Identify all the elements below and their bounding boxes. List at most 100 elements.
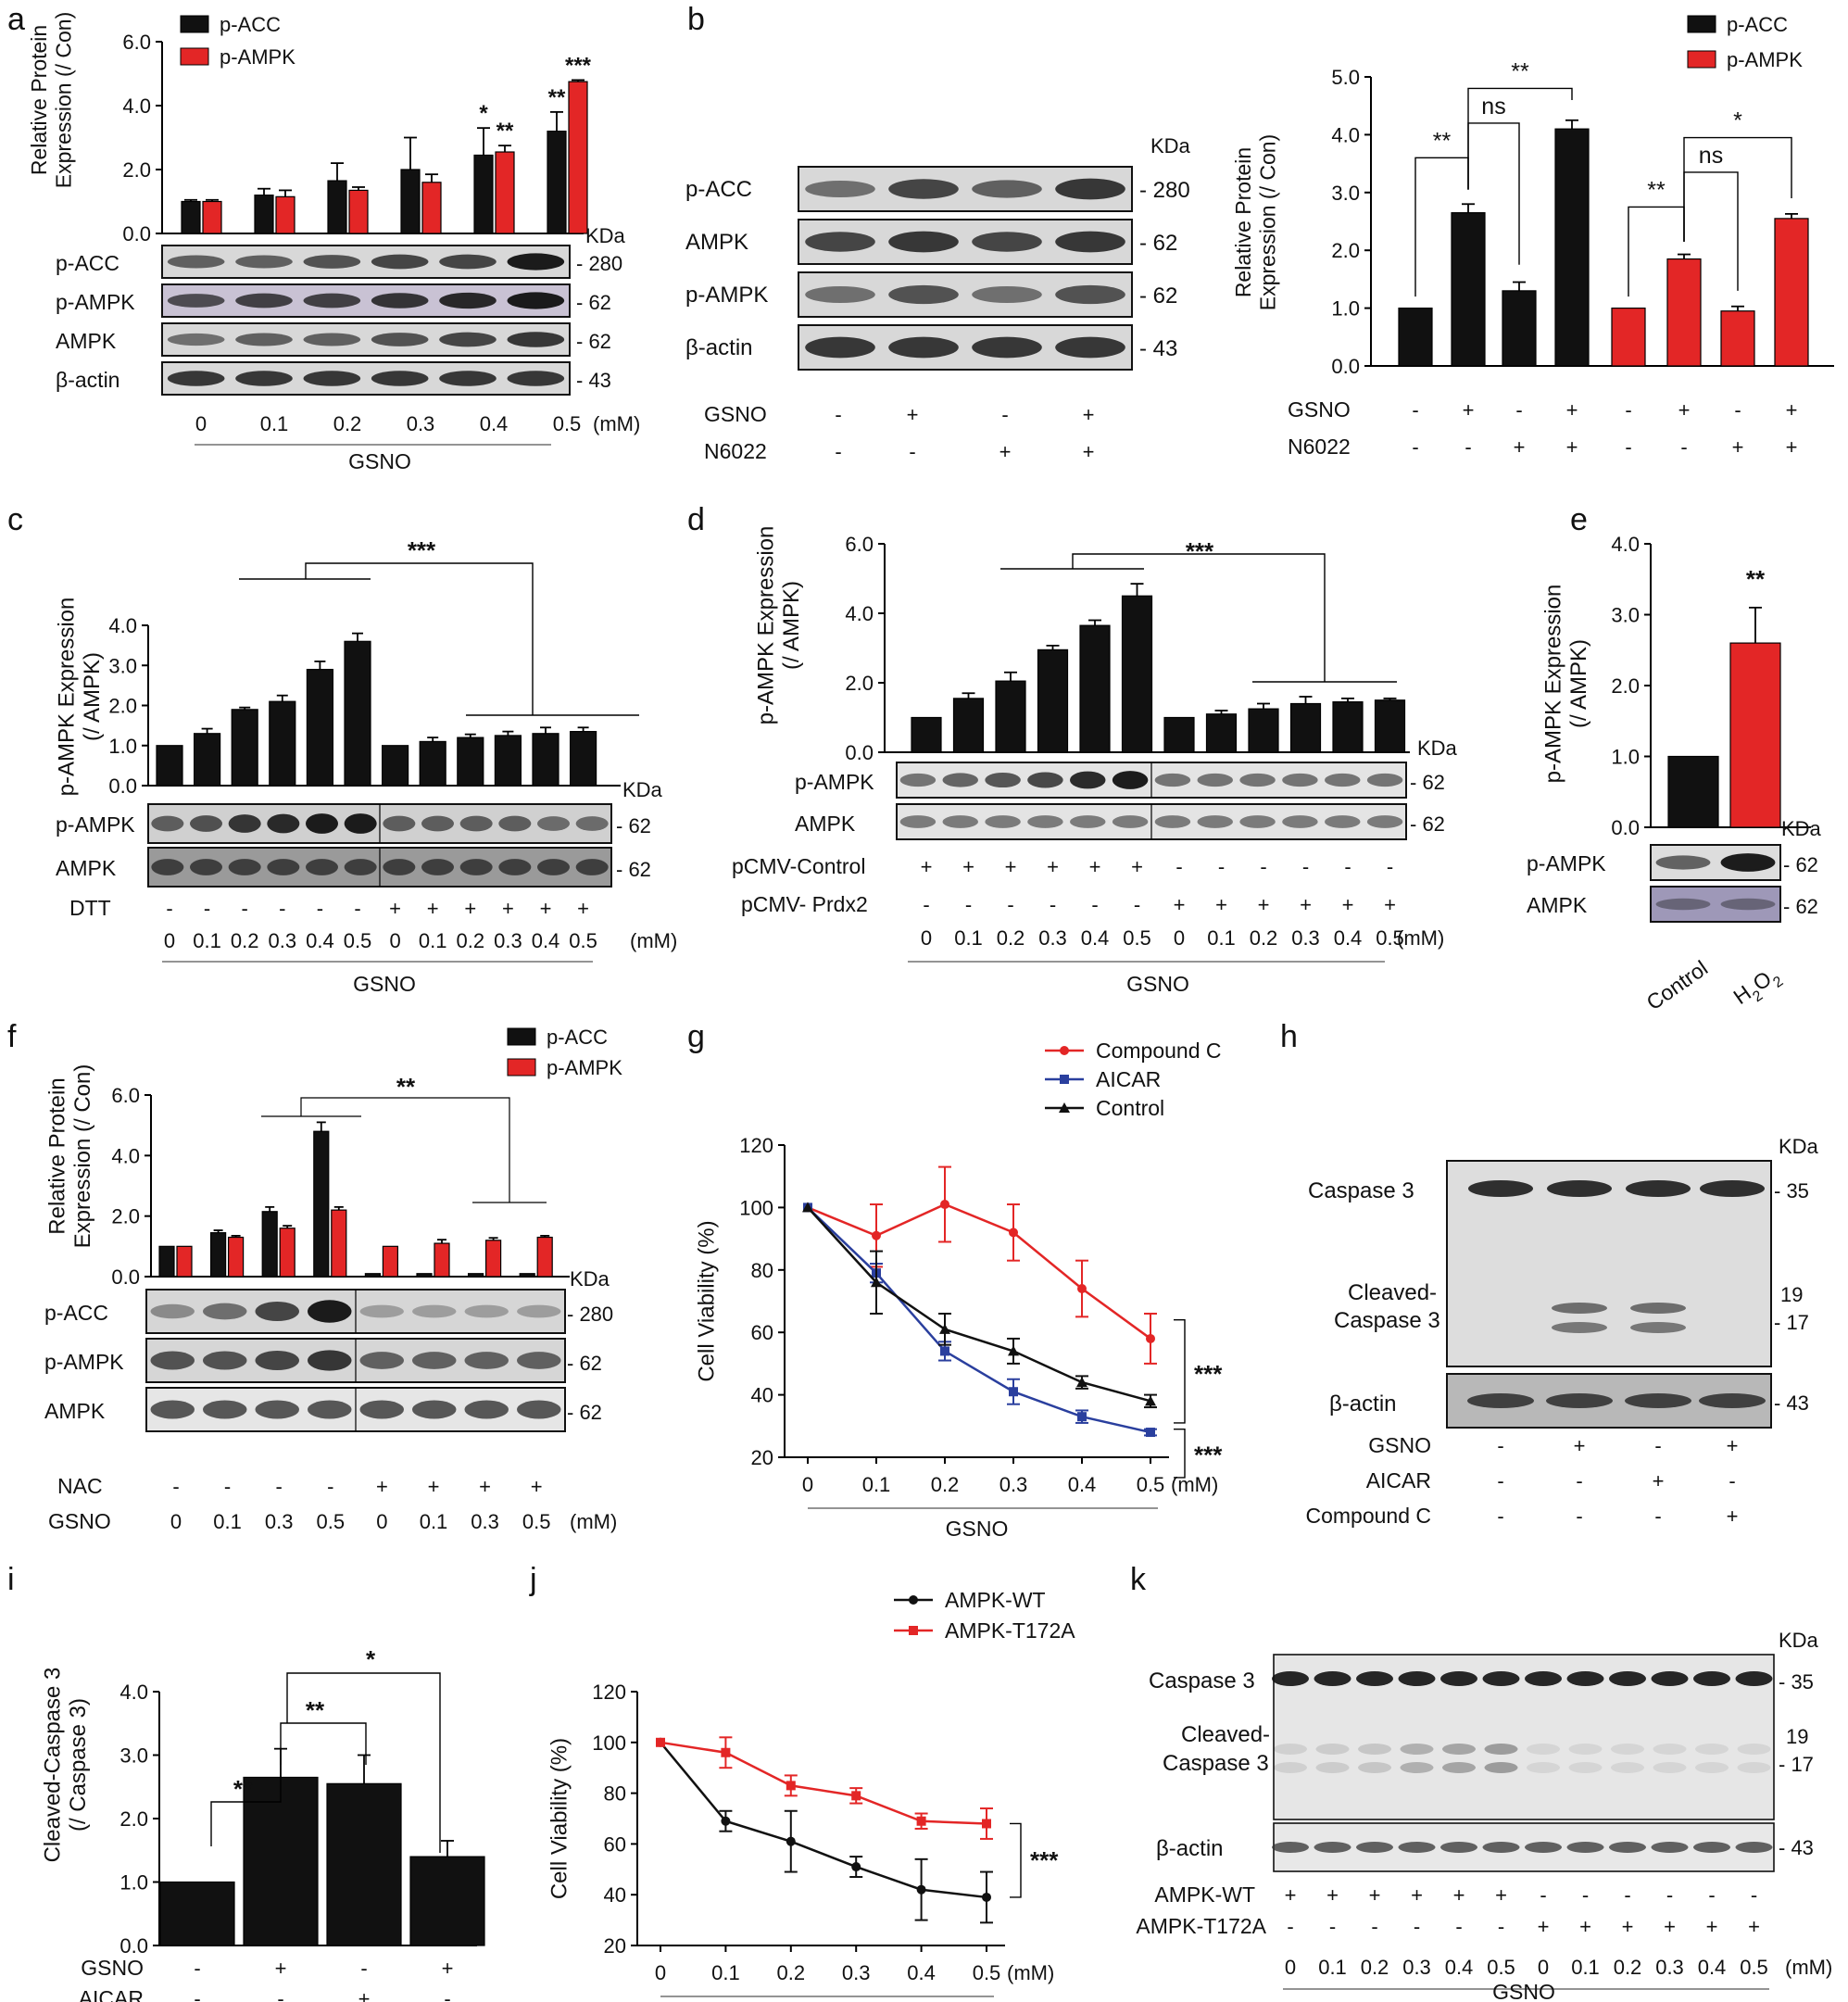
h-band-actin xyxy=(1699,1393,1766,1408)
d-x-tick-label: 0.2 xyxy=(997,926,1025,950)
c-x-tick-label: 0.5 xyxy=(344,929,372,952)
f-blot-AMPK-band xyxy=(308,1400,352,1419)
a-x-tick-label: 0.4 xyxy=(480,412,509,435)
d-condition-sign: - xyxy=(1260,855,1266,878)
f-bar-p-AMPK xyxy=(382,1245,398,1278)
b-kda-value: - 62 xyxy=(1139,283,1177,308)
h-blot-label: β-actin xyxy=(1329,1391,1397,1417)
panel-letter-k: k xyxy=(1130,1562,1147,1597)
j-x-tick-label: 0.2 xyxy=(777,1961,806,1984)
c-blot-p-AMPK-band xyxy=(459,815,493,832)
h-kda-value: - 35 xyxy=(1774,1179,1809,1202)
f-blot-p-ACC-band xyxy=(464,1304,509,1318)
g-x-tick-label: 0.2 xyxy=(931,1473,960,1496)
j-point-AMPK-T172A xyxy=(656,1737,665,1747)
b-blot-AMPK-band xyxy=(972,232,1042,252)
d-y-axis-label: (/ AMPK) xyxy=(779,581,804,670)
f-bar-p-ACC xyxy=(519,1273,535,1278)
k-condition-sign: + xyxy=(1453,1883,1465,1907)
i-condition-sign: - xyxy=(277,1987,283,2002)
k-x-tick-label: 0.4 xyxy=(1445,1956,1474,1979)
d-y-axis-label: p-AMPK Expression xyxy=(754,526,779,725)
i-y-tick-label: 1.0 xyxy=(119,1871,148,1895)
b-bar-p-ACC xyxy=(1451,212,1486,367)
d-kda-label: KDa xyxy=(1417,737,1458,760)
a-blot-p-AMPK-band xyxy=(371,293,429,308)
g-significance-bracket xyxy=(1174,1319,1186,1424)
b-significance: ns xyxy=(1481,94,1505,120)
k-band-caspase3 xyxy=(1693,1671,1730,1686)
f-x-tick-label: 0 xyxy=(376,1510,387,1533)
d-y-tick-label: 0.0 xyxy=(845,741,874,764)
j-y-axis-label: Cell Viability (%) xyxy=(547,1738,572,1899)
b-chart-condition-sign: - xyxy=(1734,398,1741,422)
b-significance-bracket xyxy=(1467,87,1573,190)
b-kda-label: KDa xyxy=(1150,134,1191,157)
c-blot-p-AMPK-band xyxy=(498,815,532,832)
k-condition-sign: + xyxy=(1748,1915,1760,1938)
a-significance: ** xyxy=(548,85,566,110)
d-condition-sign: + xyxy=(1300,893,1312,916)
g-unit: (mM) xyxy=(1171,1473,1218,1496)
b-condition-sign: + xyxy=(1083,403,1095,426)
k-blot-label: Caspase 3 xyxy=(1163,1751,1269,1776)
d-y-tick-label: 6.0 xyxy=(845,533,874,556)
c-bar xyxy=(569,731,597,787)
g-point-Control xyxy=(871,1277,882,1288)
i-condition-sign: + xyxy=(275,1957,287,1980)
b-y-tick-label: 2.0 xyxy=(1331,239,1360,262)
i-condition-sign: + xyxy=(358,1987,371,2002)
c-x-tick-label: 0.1 xyxy=(193,929,221,952)
c-y-tick-label: 2.0 xyxy=(108,695,137,718)
k-band-cleaved-19 xyxy=(1358,1744,1391,1755)
j-line-AMPK-T172A xyxy=(660,1741,987,1825)
k-condition-sign: - xyxy=(1414,1915,1420,1938)
b-chart-condition-sign: + xyxy=(1678,398,1691,422)
j-point-AMPK-T172A xyxy=(851,1791,861,1801)
k-band-caspase3 xyxy=(1735,1671,1773,1686)
f-blot-p-AMPK-band xyxy=(412,1352,457,1369)
e-y-axis-label: (/ AMPK) xyxy=(1566,639,1591,728)
j-legend-0-label: AMPK-WT xyxy=(945,1588,1046,1612)
b-significance: ** xyxy=(1511,58,1529,84)
d-blot-AMPK-band xyxy=(1112,815,1149,828)
h-band-caspase3 xyxy=(1468,1180,1533,1197)
i-bracket-1 xyxy=(210,1776,282,1846)
e-kda-value: - 62 xyxy=(1783,895,1818,918)
b-chart-condition-sign: + xyxy=(1566,398,1578,422)
f-bar-p-AMPK xyxy=(484,1240,502,1278)
f-x-tick-label: 0.3 xyxy=(471,1510,499,1533)
a-y-tick-label: 4.0 xyxy=(122,94,151,118)
e-x-tick-label: Control xyxy=(1642,956,1713,1015)
k-condition-sign: - xyxy=(1329,1915,1336,1938)
e-blot-AMPK-frame xyxy=(1650,886,1781,923)
i-condition-sign: - xyxy=(444,1987,450,2002)
d-x-tick-label: 0.4 xyxy=(1081,926,1110,950)
a-legend-pampk-swatch xyxy=(180,47,209,66)
b-significance: ** xyxy=(1433,128,1452,154)
a-blot-p-ACC-band xyxy=(507,253,565,271)
g-y-tick-label: 120 xyxy=(739,1134,773,1157)
b-y-tick-label: 5.0 xyxy=(1331,66,1360,89)
f-blot-p-ACC-band xyxy=(412,1304,457,1318)
c-bar xyxy=(457,737,484,787)
c-blot-p-AMPK-band xyxy=(575,816,609,831)
k-band-actin xyxy=(1609,1842,1646,1853)
b-blot-p-ACC-band xyxy=(888,179,959,199)
c-bar xyxy=(269,700,296,787)
f-condition-sign: - xyxy=(276,1475,283,1498)
b-condition-sign: - xyxy=(835,403,841,426)
b-chart-condition-sign: + xyxy=(1786,435,1798,459)
g-x-tick-label: 0.5 xyxy=(1137,1473,1165,1496)
c-kda-value: - 62 xyxy=(616,858,651,881)
k-x-tick-label: 0.4 xyxy=(1698,1956,1727,1979)
f-y-axis-label: Expression (/ Con) xyxy=(70,1064,95,1249)
c-condition-sign: + xyxy=(427,897,439,920)
f-bar-p-AMPK xyxy=(176,1245,193,1278)
panel-letter-j: j xyxy=(529,1562,537,1597)
e-significance: ** xyxy=(1746,565,1766,593)
h-band-cleaved-17 xyxy=(1552,1322,1607,1333)
f-legend-pampk-label: p-AMPK xyxy=(547,1056,622,1079)
g-point-Control xyxy=(939,1323,950,1334)
k-x-tick-label: 0.1 xyxy=(1318,1956,1347,1979)
